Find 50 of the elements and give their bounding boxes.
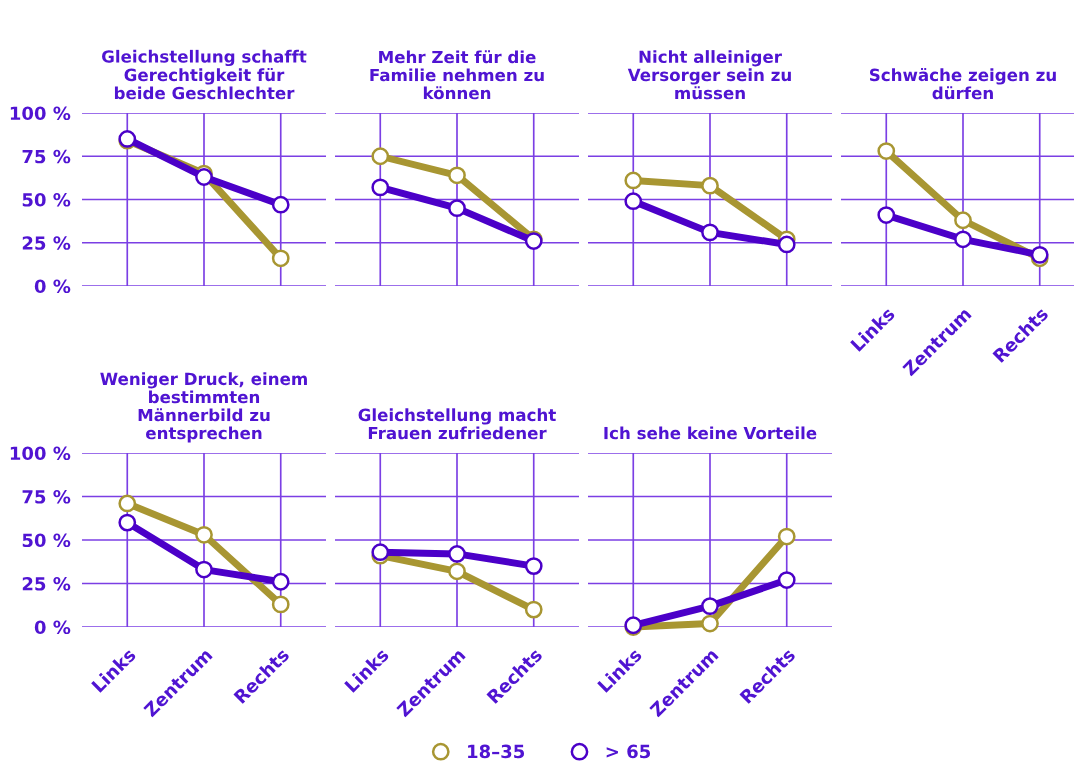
point [701, 597, 719, 616]
y-tick-label: 100 % [10, 446, 71, 461]
point [271, 595, 290, 614]
point [1030, 245, 1049, 264]
y-tick-label: 50 % [22, 192, 71, 207]
legend-label: 18–35 [468, 744, 525, 759]
chart-title: Schwäche zeigen zu dürfen [869, 68, 1056, 100]
point [701, 614, 719, 633]
point [271, 195, 290, 214]
point [195, 560, 213, 579]
y-tick-label: 75 % [22, 149, 71, 164]
y-tick-label: 100 % [10, 106, 71, 121]
point [877, 206, 896, 224]
point [118, 513, 137, 532]
chart-title: Gleichstellung macht Frauen zufriedener [358, 408, 556, 440]
point [954, 230, 972, 249]
point [624, 192, 643, 211]
chart-title: Nicht alleiniger Versorger sein zu müssen [627, 50, 791, 100]
point [448, 545, 466, 563]
y-tick-label: 25 % [22, 576, 71, 591]
point [701, 176, 719, 195]
y-tick-label: 25 % [22, 236, 71, 250]
y-tick-label: 75 % [22, 489, 71, 504]
legend-label: > 65 [606, 744, 651, 759]
point [118, 494, 137, 513]
point [524, 557, 543, 575]
point [195, 525, 213, 544]
point [448, 199, 466, 218]
point [371, 178, 390, 197]
point [271, 249, 290, 268]
point [954, 211, 972, 230]
point [195, 168, 213, 186]
y-tick-label: 0 % [34, 279, 71, 294]
point [877, 142, 896, 160]
y-tick-label: 0 % [34, 620, 71, 635]
point [524, 600, 543, 619]
point [371, 147, 390, 166]
point [777, 571, 796, 589]
point [777, 527, 796, 546]
point [624, 171, 643, 190]
point [448, 562, 466, 581]
point [271, 572, 290, 591]
chart-title: Gleichstellung schafft Gerechtigkeit für beide Geschlechter [102, 49, 307, 100]
point [448, 166, 466, 185]
chart-title: Weniger Druck, einem bestimmten Männerbild zu entsprechen [100, 372, 307, 443]
point [777, 235, 796, 254]
y-tick-label: 50 % [22, 533, 71, 548]
chart-title: Mehr Zeit für die Familie nehmen zu können [370, 50, 544, 100]
chart-title: Ich sehe keine Vorteile [604, 426, 817, 440]
point [701, 223, 719, 242]
